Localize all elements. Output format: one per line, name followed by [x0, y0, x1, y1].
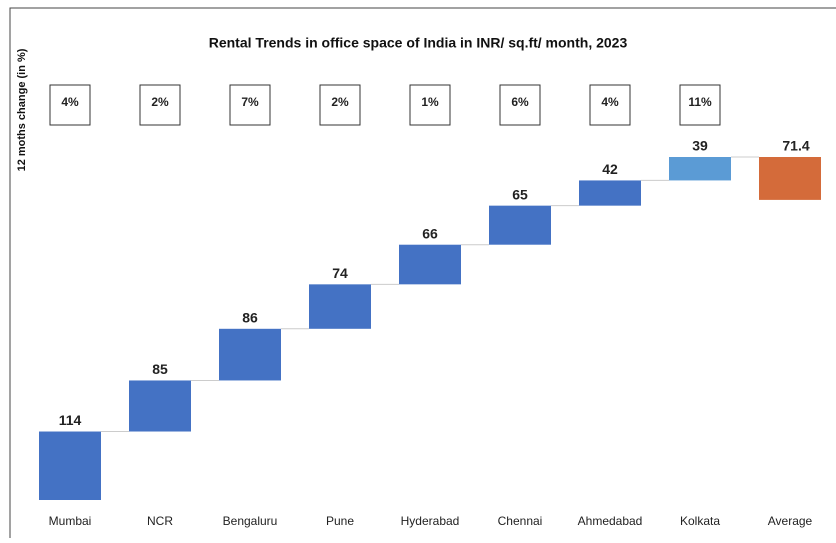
value-label: 114 [59, 412, 82, 428]
change-box [679, 84, 721, 126]
change-label: 1% [421, 95, 439, 109]
bar [759, 157, 821, 200]
chart-title: Rental Trends in office space of India i… [209, 35, 628, 51]
x-tick-label: Mumbai [49, 514, 92, 528]
x-tick-label: Average [768, 514, 813, 528]
value-label: 86 [242, 310, 258, 326]
change-label: 4% [61, 95, 79, 109]
frame [9, 7, 836, 543]
bar [579, 180, 641, 206]
bar [129, 380, 191, 432]
x-tick-label: Pune [326, 514, 354, 528]
value-label: 71.4 [782, 138, 809, 154]
x-tick-label: NCR [147, 514, 173, 528]
bar [39, 431, 101, 500]
x-tick-label: Ahmedabad [578, 514, 643, 528]
side-label: 12 moths change (in %) [16, 48, 28, 171]
change-label: 7% [241, 95, 259, 109]
value-label: 74 [332, 265, 348, 281]
change-label: 2% [151, 95, 169, 109]
bar [219, 328, 281, 381]
x-tick-label: Bengaluru [223, 514, 278, 528]
change-box [589, 84, 631, 126]
change-box [409, 84, 451, 126]
bar [399, 244, 461, 285]
x-tick-label: Hyderabad [401, 514, 460, 528]
x-tick-label: Kolkata [680, 514, 720, 528]
change-box [229, 84, 271, 126]
bar [669, 157, 731, 181]
value-label: 42 [602, 161, 618, 177]
value-label: 85 [152, 361, 168, 377]
value-label: 39 [692, 138, 708, 154]
value-label: 65 [512, 186, 528, 202]
bar [309, 284, 371, 329]
change-label: 6% [511, 95, 529, 109]
bar [489, 205, 551, 245]
x-tick-label: Chennai [498, 514, 543, 528]
change-box [139, 84, 181, 126]
change-box [499, 84, 541, 126]
change-box [319, 84, 361, 126]
change-label: 11% [688, 95, 712, 109]
change-label: 2% [331, 95, 349, 109]
change-box [49, 84, 91, 126]
value-label: 66 [422, 225, 438, 241]
change-label: 4% [601, 95, 619, 109]
